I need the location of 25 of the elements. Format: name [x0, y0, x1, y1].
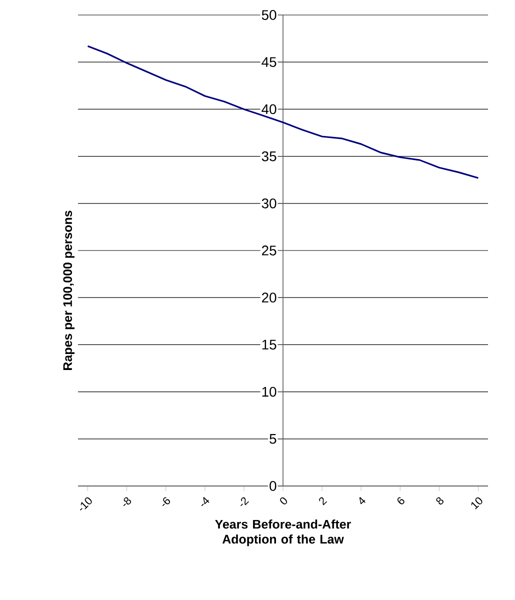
y-tick-label: 50: [262, 10, 276, 20]
y-tick-label: 10: [262, 386, 276, 397]
x-tick-label: -8: [123, 497, 132, 506]
x-tick-label: 8: [436, 497, 444, 505]
x-tick-label: 2: [319, 497, 328, 506]
x-tick-label: -10: [80, 497, 92, 510]
x-tick-label: -6: [162, 497, 170, 506]
y-tick-label: 35: [262, 151, 276, 162]
y-tick-label: 20: [262, 292, 276, 303]
y-tick-label: 0: [270, 481, 276, 491]
x-tick-label: -2: [240, 497, 249, 506]
x-tick-label: 6: [397, 497, 404, 504]
x-tick-label: -4: [201, 496, 210, 506]
x-tick-label: 10: [471, 497, 482, 510]
x-axis-title: Years Before-and-After Adoption of the Law: [215, 520, 351, 546]
y-tick-label: 25: [262, 246, 276, 256]
y-tick-label: 5: [270, 434, 276, 444]
y-tick-label: 45: [262, 57, 276, 67]
x-tick-label: 0: [280, 497, 288, 504]
y-tick-label: 30: [262, 198, 276, 208]
x-tick-label: 4: [359, 496, 366, 504]
line-series: [86, 45, 480, 179]
y-tick-label: 15: [262, 340, 276, 350]
y-axis-title: Rapes per 100,000 persons: [63, 210, 74, 370]
y-tick-label: 40: [262, 104, 276, 114]
